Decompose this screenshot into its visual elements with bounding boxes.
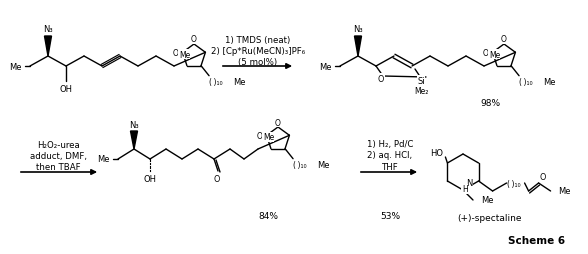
Text: Me: Me <box>481 196 493 205</box>
Text: O: O <box>191 35 197 44</box>
Text: OH: OH <box>143 175 156 184</box>
Text: N₃: N₃ <box>43 25 53 34</box>
Text: OH: OH <box>59 84 72 93</box>
Text: Me: Me <box>233 78 246 87</box>
Polygon shape <box>355 37 362 57</box>
Polygon shape <box>131 132 138 149</box>
Text: 84%: 84% <box>258 212 278 221</box>
Text: Me: Me <box>489 50 500 59</box>
Text: N: N <box>466 179 473 188</box>
Text: H: H <box>462 185 467 194</box>
Text: (5 mol%): (5 mol%) <box>239 58 278 67</box>
Text: O: O <box>539 173 546 182</box>
Text: Me: Me <box>559 187 571 196</box>
Text: Me: Me <box>263 133 274 142</box>
Text: O: O <box>501 35 507 44</box>
Text: Me: Me <box>9 62 22 71</box>
Text: ( )₁₀: ( )₁₀ <box>293 161 307 169</box>
Text: O: O <box>275 118 281 127</box>
Text: Me: Me <box>543 78 556 87</box>
Text: N₃: N₃ <box>129 120 139 129</box>
Text: O: O <box>483 49 489 58</box>
Text: 2) aq. HCl,: 2) aq. HCl, <box>368 151 413 160</box>
Text: Me₂: Me₂ <box>414 87 428 96</box>
Text: then TBAF: then TBAF <box>36 162 81 171</box>
Text: Si: Si <box>417 76 425 85</box>
Text: (+)-spectaline: (+)-spectaline <box>457 214 522 223</box>
Text: HO: HO <box>430 149 443 158</box>
Polygon shape <box>45 37 52 57</box>
Text: 53%: 53% <box>380 212 400 221</box>
Text: ( )₁₀: ( )₁₀ <box>507 179 520 188</box>
Text: Me: Me <box>317 161 329 169</box>
Text: H₂O₂-urea: H₂O₂-urea <box>36 140 79 149</box>
Text: Scheme 6: Scheme 6 <box>509 235 566 245</box>
Text: adduct, DMF,: adduct, DMF, <box>29 151 86 160</box>
Text: Me: Me <box>179 50 190 59</box>
Text: 1) H₂, Pd/C: 1) H₂, Pd/C <box>367 140 413 149</box>
Text: 1) TMDS (neat): 1) TMDS (neat) <box>225 36 290 45</box>
Text: Me: Me <box>98 155 110 164</box>
Text: Me: Me <box>319 62 332 71</box>
Text: ( )₁₀: ( )₁₀ <box>209 78 223 87</box>
Text: 2) [Cp*Ru(MeCN)₃]PF₆: 2) [Cp*Ru(MeCN)₃]PF₆ <box>211 47 305 56</box>
Text: ( )₁₀: ( )₁₀ <box>519 78 533 87</box>
Text: N₃: N₃ <box>353 25 363 34</box>
Text: THF: THF <box>382 162 399 171</box>
Text: O: O <box>378 74 384 83</box>
Text: O: O <box>257 131 263 140</box>
Text: O: O <box>173 49 179 58</box>
Text: O: O <box>214 174 220 183</box>
Text: 98%: 98% <box>480 98 500 107</box>
